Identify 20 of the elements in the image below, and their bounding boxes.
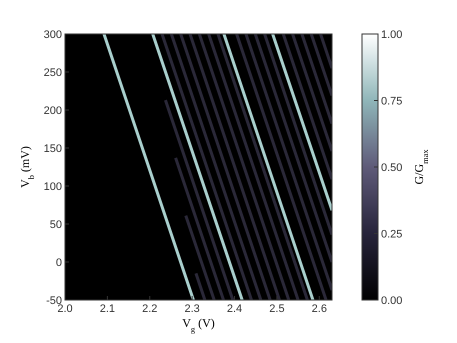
- y-tick-label: 200: [44, 104, 62, 117]
- color-bar-label: 0.50: [381, 162, 402, 174]
- x-tick-label: 2.2: [142, 303, 158, 315]
- color-bar-label: 0.00: [381, 294, 402, 307]
- x-tick-label: 2.1: [100, 303, 116, 315]
- x-tick-label: 2.6: [312, 303, 327, 315]
- color-bar-label: 1.00: [381, 28, 402, 41]
- y-tick-label: 150: [44, 142, 62, 155]
- x-tick-label: 2.5: [269, 303, 285, 315]
- x-axis-title: V$_{g}$ (V): [182, 316, 215, 334]
- x-tick-label: 2.3: [184, 303, 200, 315]
- y-tick-label: 50: [50, 218, 62, 231]
- x-tick-label: 2.4: [226, 303, 242, 315]
- color-bar-label: 0.25: [381, 228, 402, 240]
- y-tick-label: 300: [44, 28, 62, 41]
- color-bar-label: 0.75: [381, 95, 402, 108]
- y-tick-label: 0: [56, 256, 62, 269]
- y-tick-label: 100: [44, 180, 62, 193]
- x-tick-label: 2.0: [57, 303, 73, 315]
- y-tick-label: 250: [44, 66, 62, 79]
